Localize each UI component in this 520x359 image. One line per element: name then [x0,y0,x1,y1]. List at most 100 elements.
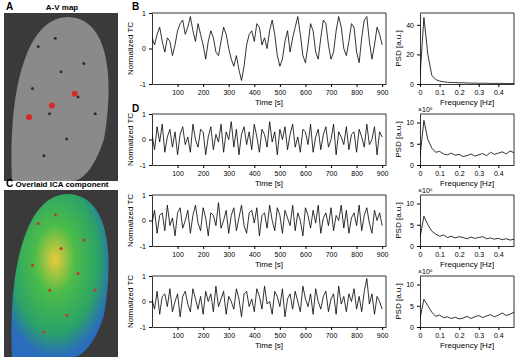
tick-mark [479,84,480,87]
axis-line [421,246,515,247]
tick-mark [280,84,281,87]
panel-label: A [6,1,13,12]
tick-label: 10 [406,119,414,126]
tick-mark [178,246,179,249]
y-axis: -101 [140,10,153,88]
y-axis-title: PSD [a.u.] [394,283,403,319]
frame [420,13,514,14]
plot-area [420,17,514,83]
tick-mark [229,246,230,249]
tick-mark [357,165,358,168]
tick-mark [203,84,204,87]
tick-mark [498,84,499,87]
frame [420,195,514,196]
tick: 5 [410,302,420,309]
frame [514,276,515,327]
frame [420,276,514,277]
tick-label: 0.2 [455,170,465,177]
tick-mark [382,327,383,330]
vessel [42,154,45,157]
tick-mark [149,195,152,196]
tick-label: 0.2 [455,251,465,258]
tick-mark [498,327,499,330]
frame [152,276,386,277]
tick-label: 900 [377,332,389,339]
tick: 400 [249,84,261,96]
tick-mark [254,327,255,330]
tick-label: 700 [326,170,338,177]
tick: 200 [198,327,210,339]
tick-mark [178,165,179,168]
tick: 0 [419,246,423,258]
y-axis-title: PSD [a.u.] [394,202,403,238]
y-axis: -1 0 1 [140,111,153,169]
tick-label: 200 [198,89,210,96]
tick-label: 0 [142,298,146,305]
tick-mark [280,246,281,249]
tick: 300 [223,327,235,339]
frame [420,114,514,115]
tick: 200 [198,165,210,177]
vessel [42,330,45,333]
tick-label: 700 [326,251,338,258]
tick-mark [331,246,332,249]
tick: 0.1 [435,327,445,339]
tick-label: 300 [223,89,235,96]
tick: 300 [223,165,235,177]
chart: 00.10.20.30.40510Frequency [Hz]PSD [a.u.… [394,187,515,269]
tick-label: 0.3 [474,332,484,339]
tick-label: 0 [142,136,146,143]
tick: 400 [249,246,261,258]
tick-mark [417,285,420,286]
tick-label: 0 [419,89,423,96]
tick-label: 200 [198,170,210,177]
time-course-line [420,120,514,156]
axis-line [421,327,515,328]
vessel [54,37,57,40]
tick-mark [459,165,460,168]
y-axis: -101 [140,273,153,331]
tick-mark [382,84,383,87]
tick-label: 5 [410,302,414,309]
tick-mark [229,327,230,330]
y-axis-title: Normalized TC [126,22,135,75]
tick-label: 0.1 [435,89,445,96]
tick-mark [305,165,306,168]
chart: 100200300400500600700800900-101Time [s]N… [126,273,389,350]
tick-label: 0.1 [435,251,445,258]
vessel [94,112,97,115]
x-axis: 00.10.20.30.4 [419,165,515,177]
tick-label: 0.4 [494,89,504,96]
tick-mark [440,246,441,249]
tick: 700 [326,165,338,177]
vessel [31,264,34,267]
tick-label: 400 [249,89,261,96]
tick-mark [149,246,152,247]
tick-label: 600 [300,332,312,339]
tick-label: 1 [142,111,146,118]
tick-mark [417,84,420,85]
tick: -1 [140,162,152,169]
vessel [65,138,68,141]
tick-mark [479,246,480,249]
panel-title: A-V map [46,3,79,12]
tick-mark [382,165,383,168]
tick-label: 0.3 [474,251,484,258]
tick-mark [178,84,179,87]
tick-mark [417,306,420,307]
tick-mark [149,302,152,303]
tick-mark [229,84,230,87]
tick-mark [417,246,420,247]
plot-area [420,216,514,240]
axis-line [153,246,387,247]
tick-mark [479,327,480,330]
tick-label: 5 [410,140,414,147]
frame [514,114,515,165]
tick: 0 [410,324,420,331]
axis-line [153,165,387,166]
x-axis: 00.10.20.30.4 [419,246,515,258]
panel-label: C [6,178,13,189]
tick-label: 700 [326,89,338,96]
tick-label: 0 [142,217,146,224]
frame [152,195,386,196]
